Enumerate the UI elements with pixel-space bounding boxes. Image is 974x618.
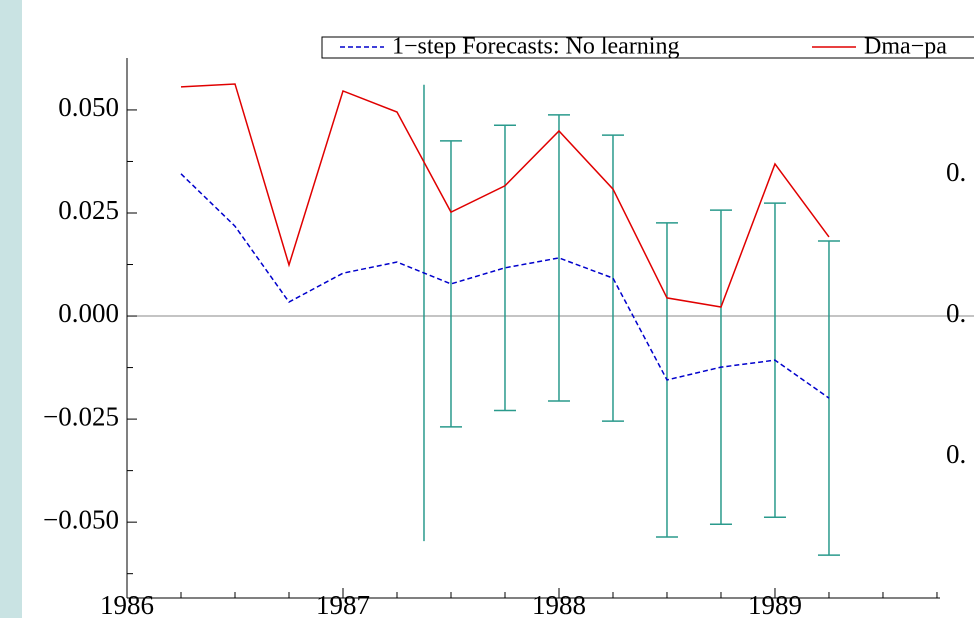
y-tick-label: −0.050 [43,504,119,534]
x-tick-label: 1986 [100,590,154,618]
error-bar [601,134,624,422]
error-bar [817,240,840,556]
x-tick-label: 1987 [316,590,370,618]
x-tick-label: 1989 [748,590,802,618]
series-line [180,173,830,399]
clipped-label: 0. [946,157,966,187]
error-bar [547,114,570,402]
error-bar [439,140,462,428]
clipped-label: 0. [946,298,966,328]
x-tick-label: 1988 [532,590,586,618]
error-bar [493,124,516,412]
y-tick-label: 0.000 [58,298,119,328]
y-tick-label: 0.025 [58,195,119,225]
clipped-label: 0. [946,439,966,469]
y-tick-label: −0.025 [43,401,119,431]
series-line [180,83,830,308]
legend-label: Dma−pa [864,34,947,60]
legend-box [321,36,974,59]
y-tick-label: 0.050 [58,92,119,122]
legend-label: 1−step Forecasts: No learning [392,34,679,60]
frame-strip [0,0,22,618]
